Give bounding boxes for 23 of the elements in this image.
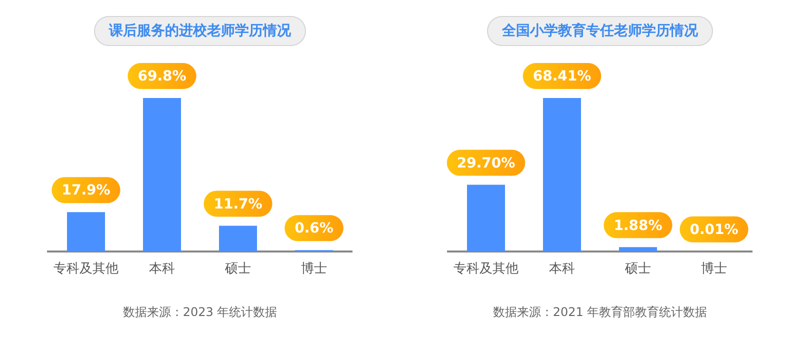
data-label: 1.88%	[614, 218, 662, 234]
x-tick-label: 本科	[149, 262, 175, 277]
x-tick-label: 硕士	[224, 262, 251, 277]
data-label: 68.41%	[532, 68, 592, 85]
x-tick-label: 本科	[549, 262, 575, 277]
bar	[143, 98, 181, 252]
data-label: 17.9%	[62, 182, 110, 199]
x-tick-label: 博士	[301, 262, 327, 277]
bar	[67, 212, 105, 252]
data-label: 0.6%	[294, 220, 334, 237]
x-tick-label: 博士	[701, 262, 727, 277]
x-tick-label: 专科及其他	[454, 262, 518, 277]
chart-title: 课后服务的进校老师学历情况	[94, 16, 306, 46]
data-label: 0.01%	[690, 222, 738, 238]
data-label: 11.7%	[214, 196, 262, 212]
data-label: 29.70%	[456, 155, 516, 172]
x-tick-label: 硕士	[624, 262, 651, 277]
data-label: 69.8%	[138, 68, 186, 85]
x-tick-label: 专科及其他	[54, 262, 118, 277]
source-note: 数据来源：2021 年教育部教育统计数据	[492, 304, 708, 321]
source-note: 数据来源：2023 年统计数据	[122, 304, 278, 321]
bar	[219, 226, 257, 252]
chart-title: 全国小学教育专任老师学历情况	[487, 16, 713, 46]
